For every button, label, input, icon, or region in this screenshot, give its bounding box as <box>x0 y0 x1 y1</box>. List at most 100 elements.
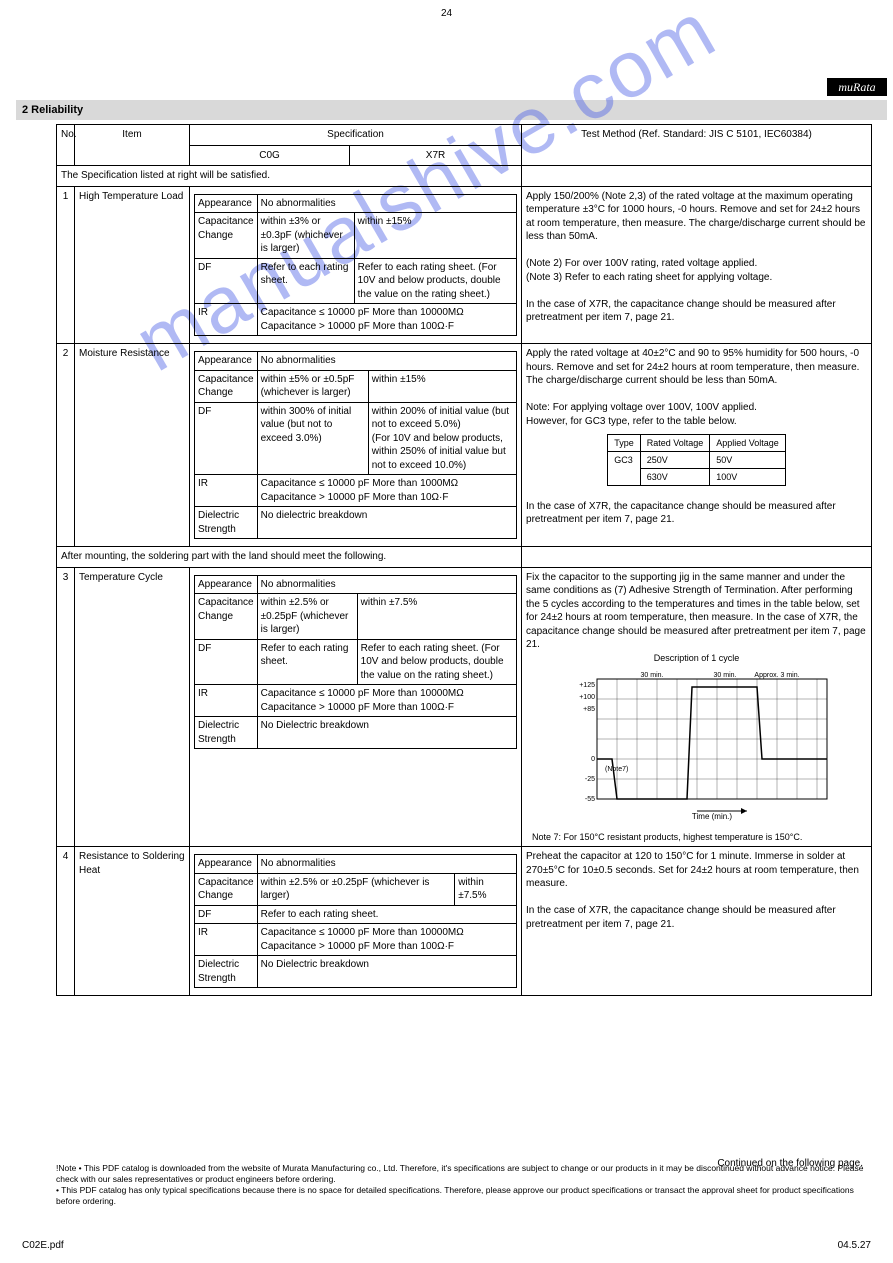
sub-label: DF <box>195 639 258 685</box>
r3-method: Fix the capacitor to the supporting jig … <box>522 567 872 847</box>
sub-val: Refer to each rating sheet. <box>257 639 357 685</box>
sub-val: No Dielectric breakdown <box>257 956 516 988</box>
murata-logo: muRata <box>827 78 887 96</box>
r4-subtable: AppearanceNo abnormalities Capacitance C… <box>194 854 517 988</box>
r1-item: High Temperature Load <box>75 186 190 344</box>
sub-label: Appearance <box>195 194 258 213</box>
sub-val: Capacitance ≤ 10000 pF More than 1000MΩ … <box>257 475 516 507</box>
sub-label: DF <box>195 402 258 475</box>
sub-val: within ±7.5% <box>455 873 517 905</box>
r1-spec: AppearanceNo abnormalities Capacitance C… <box>190 186 522 344</box>
footer-left: C02E.pdf <box>22 1240 64 1251</box>
sub-val: within ±2.5% or ±0.25pF (whichever is la… <box>257 873 455 905</box>
reliability-table: No. Item Specification Test Method (Ref.… <box>56 124 872 996</box>
sub-val: No abnormalities <box>257 194 516 213</box>
r4-method: Preheat the capacitor at 120 to 150°C fo… <box>522 847 872 996</box>
sub-label: Dielectric Strength <box>195 717 258 749</box>
sub-val: Capacitance ≤ 10000 pF More than 10000MΩ… <box>257 924 516 956</box>
sub-val: Capacitance ≤ 10000 pF More than 10000MΩ… <box>257 304 516 336</box>
r3-no: 3 <box>57 567 75 847</box>
sub-val: No abnormalities <box>257 352 516 371</box>
sub-label: IR <box>195 924 258 956</box>
sub-label: DF <box>195 905 258 924</box>
page: 24 muRata 2 Reliability manualshive.com … <box>0 0 893 1263</box>
svg-text:+100: +100 <box>579 694 595 701</box>
r2-method: Apply the rated voltage at 40±2°C and 90… <box>522 344 872 547</box>
sub-val: within 300% of initial value (but not to… <box>257 402 368 475</box>
gc3-c: 250V <box>640 452 710 469</box>
temp-cycle-chart: Description of 1 cycle <box>526 652 867 844</box>
table-row: The Specification listed at right will b… <box>57 166 872 187</box>
table-row: After mounting, the soldering part with … <box>57 547 872 568</box>
sub-val: No dielectric breakdown <box>257 507 516 539</box>
sub-val: within ±2.5% or ±0.25pF (whichever is la… <box>257 594 357 640</box>
solder-head: After mounting, the soldering part with … <box>57 547 522 568</box>
svg-text:+85: +85 <box>583 706 595 713</box>
r1-subtable: AppearanceNo abnormalities Capacitance C… <box>194 194 517 337</box>
table-row: 1 High Temperature Load AppearanceNo abn… <box>57 186 872 344</box>
col-spec: Specification <box>190 125 522 146</box>
sub-val: Capacitance ≤ 10000 pF More than 10000MΩ… <box>257 685 516 717</box>
r3-spec: AppearanceNo abnormalities Capacitance C… <box>190 567 522 847</box>
gc3-h1: Rated Voltage <box>640 435 710 452</box>
closing-note: !Note • This PDF catalog is downloaded f… <box>56 1163 867 1207</box>
r2-subtable: AppearanceNo abnormalities Capacitance C… <box>194 351 517 539</box>
sub-val: Refer to each rating sheet. (For 10V and… <box>354 258 516 304</box>
gc3-h2: Applied Voltage <box>710 435 786 452</box>
r2-spec: AppearanceNo abnormalities Capacitance C… <box>190 344 522 547</box>
col-x7r: X7R <box>350 145 522 166</box>
svg-text:Approx. 3 min.: Approx. 3 min. <box>754 672 799 679</box>
sub-label: DF <box>195 258 258 304</box>
r4-spec: AppearanceNo abnormalities Capacitance C… <box>190 847 522 996</box>
gc3-table: TypeRated VoltageApplied Voltage GC3250V… <box>607 434 786 486</box>
svg-text:30 min.: 30 min. <box>640 672 663 679</box>
method-empty <box>522 166 872 187</box>
sub-label: IR <box>195 304 258 336</box>
sub-label: IR <box>195 685 258 717</box>
sub-val: within ±15% <box>354 213 516 259</box>
chart-note: Note 7: For 150°C resistant products, hi… <box>532 831 861 843</box>
r2-item: Moisture Resistance <box>75 344 190 547</box>
sub-val: No abnormalities <box>257 575 516 594</box>
section-header-bar: 2 Reliability <box>16 100 887 120</box>
solder-method <box>522 547 872 568</box>
r2-no: 2 <box>57 344 75 547</box>
sub-label: Appearance <box>195 352 258 371</box>
col-c0g: C0G <box>190 145 350 166</box>
sub-label: IR <box>195 475 258 507</box>
sub-label: Appearance <box>195 855 258 874</box>
table-row: 2 Moisture Resistance AppearanceNo abnor… <box>57 344 872 547</box>
sub-val: within ±3% or ±0.3pF (whichever is large… <box>257 213 354 259</box>
gc3-c: GC3 <box>608 452 641 486</box>
sub-label: Capacitance Change <box>195 873 258 905</box>
svg-text:-55: -55 <box>584 796 594 803</box>
sub-val: within ±5% or ±0.5pF (whichever is large… <box>257 370 368 402</box>
r2-method-text: Apply the rated voltage at 40±2°C and 90… <box>526 348 859 427</box>
sub-val: Refer to each rating sheet. (For 10V and… <box>357 639 516 685</box>
col-method: Test Method (Ref. Standard: JIS C 5101, … <box>522 125 872 166</box>
sub-val: within ±15% <box>368 370 516 402</box>
r1-no: 1 <box>57 186 75 344</box>
col-item: Item <box>75 125 190 166</box>
chart-title: Description of 1 cycle <box>654 653 740 663</box>
svg-text:(Note7): (Note7) <box>605 766 628 773</box>
r3-method-text: Fix the capacitor to the supporting jig … <box>526 571 867 652</box>
sub-val: No abnormalities <box>257 855 516 874</box>
svg-text:Time (min.): Time (min.) <box>691 812 731 821</box>
gc3-c: 100V <box>710 469 786 486</box>
sub-label: Dielectric Strength <box>195 507 258 539</box>
table-row: No. Item Specification Test Method (Ref.… <box>57 125 872 146</box>
meets-cell: The Specification listed at right will b… <box>57 166 522 187</box>
sub-label: Appearance <box>195 575 258 594</box>
r1-method: Apply 150/200% (Note 2,3) of the rated v… <box>522 186 872 344</box>
svg-text:0: 0 <box>591 756 595 763</box>
col-no: No. <box>57 125 75 166</box>
svg-text:30 min.: 30 min. <box>713 672 736 679</box>
gc3-c: 50V <box>710 452 786 469</box>
gc3-h0: Type <box>608 435 641 452</box>
footer-right: 04.5.27 <box>838 1240 871 1251</box>
r2-method-text2: In the case of X7R, the capacitance chan… <box>526 501 836 526</box>
sub-label: Capacitance Change <box>195 370 258 402</box>
r4-item: Resistance to Soldering Heat <box>75 847 190 996</box>
table-row: 3 Temperature Cycle AppearanceNo abnorma… <box>57 567 872 847</box>
